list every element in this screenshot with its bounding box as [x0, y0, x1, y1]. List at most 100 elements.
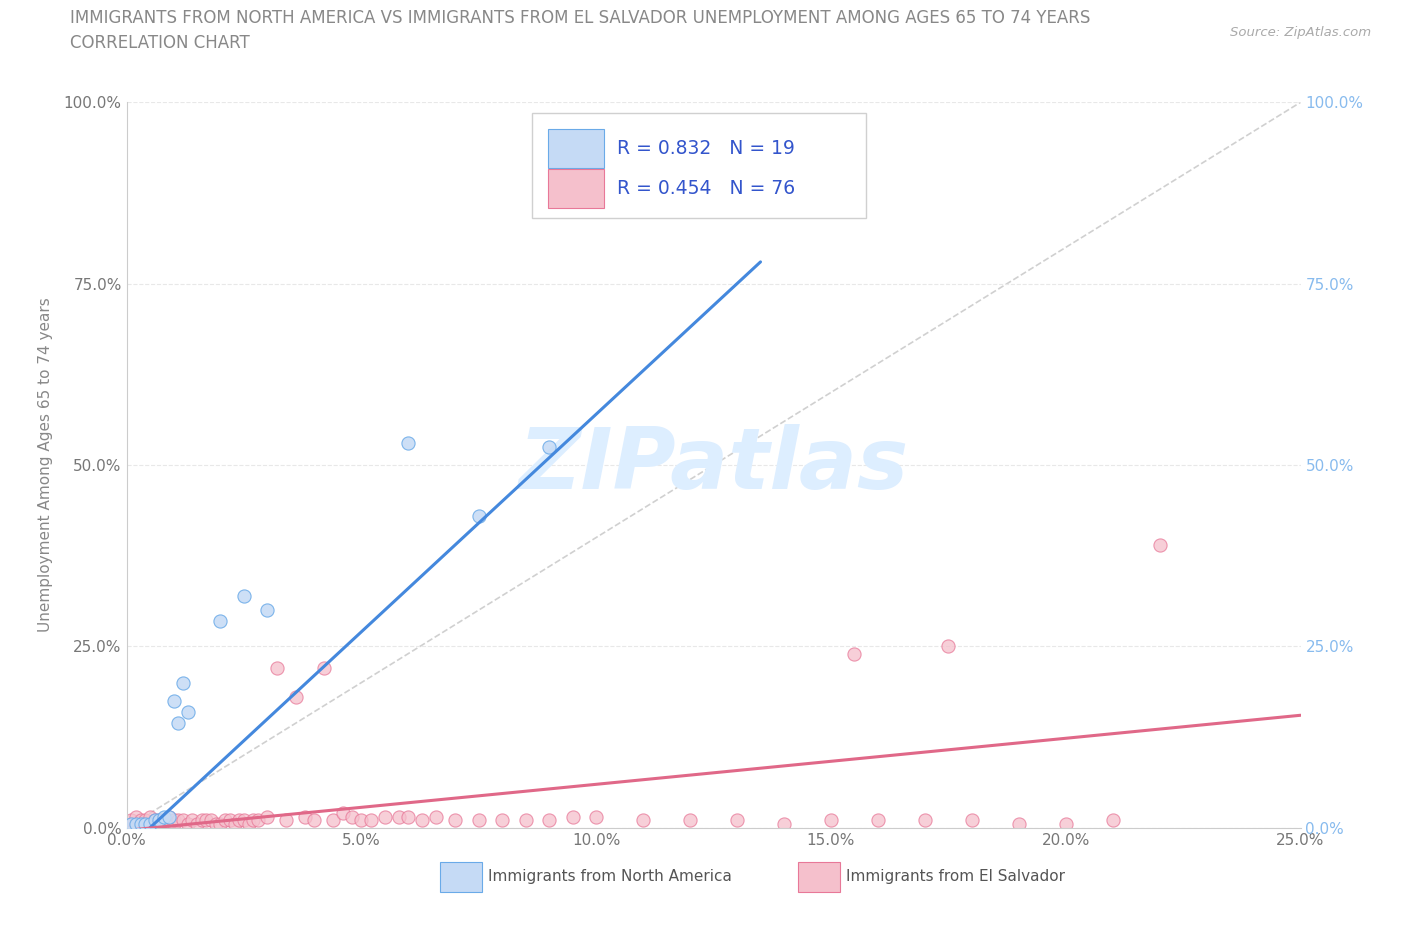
Point: [960, 813, 983, 828]
Point: [233, 588, 256, 603]
Point: [256, 809, 278, 824]
Point: [181, 813, 204, 828]
Point: [340, 809, 363, 824]
Point: [209, 817, 232, 831]
Point: [242, 813, 264, 828]
FancyBboxPatch shape: [440, 862, 482, 892]
Text: CORRELATION CHART: CORRELATION CHART: [70, 34, 250, 52]
Point: [176, 817, 198, 831]
Point: [312, 660, 335, 675]
Point: [143, 817, 166, 831]
Point: [585, 809, 607, 824]
Point: [139, 817, 162, 831]
Point: [129, 817, 152, 831]
Point: [162, 817, 184, 831]
Point: [914, 813, 936, 828]
Point: [190, 813, 212, 828]
Point: [143, 813, 166, 828]
Point: [725, 813, 748, 828]
Point: [157, 809, 180, 824]
Point: [322, 813, 344, 828]
Point: [148, 817, 170, 831]
Text: Source: ZipAtlas.com: Source: ZipAtlas.com: [1230, 26, 1371, 39]
Point: [820, 813, 842, 828]
Point: [491, 813, 513, 828]
Point: [396, 436, 419, 451]
Point: [294, 809, 316, 824]
Point: [538, 440, 561, 455]
Point: [444, 813, 467, 828]
Point: [157, 817, 180, 831]
Point: [425, 809, 447, 824]
Point: [396, 809, 419, 824]
Point: [247, 813, 270, 828]
Point: [561, 809, 583, 824]
Point: [120, 817, 142, 831]
Point: [238, 817, 260, 831]
Point: [139, 809, 162, 824]
Point: [276, 813, 298, 828]
Text: Immigrants from North America: Immigrants from North America: [488, 869, 733, 883]
Point: [360, 813, 382, 828]
Text: Immigrants from El Salvador: Immigrants from El Salvador: [846, 869, 1066, 883]
FancyBboxPatch shape: [531, 113, 866, 219]
Point: [148, 813, 170, 828]
Point: [204, 817, 226, 831]
Point: [515, 813, 537, 828]
Point: [143, 813, 166, 828]
Point: [200, 813, 222, 828]
Text: IMMIGRANTS FROM NORTH AMERICA VS IMMIGRANTS FROM EL SALVADOR UNEMPLOYMENT AMONG : IMMIGRANTS FROM NORTH AMERICA VS IMMIGRA…: [70, 9, 1091, 27]
Point: [134, 817, 156, 831]
Point: [195, 813, 218, 828]
Point: [125, 817, 148, 831]
Point: [233, 813, 256, 828]
Point: [167, 813, 190, 828]
Point: [120, 817, 142, 831]
Point: [134, 817, 156, 831]
Point: [148, 813, 170, 828]
Point: [304, 813, 326, 828]
Point: [631, 813, 654, 828]
Point: [256, 603, 278, 618]
Point: [125, 809, 148, 824]
Point: [332, 805, 354, 820]
FancyBboxPatch shape: [548, 169, 605, 208]
Point: [1054, 817, 1077, 831]
Point: [411, 813, 433, 828]
Point: [218, 813, 240, 828]
Point: [388, 809, 411, 824]
Point: [284, 690, 307, 705]
Y-axis label: Unemployment Among Ages 65 to 74 years: Unemployment Among Ages 65 to 74 years: [38, 298, 52, 632]
Point: [866, 813, 889, 828]
Point: [129, 813, 152, 828]
Point: [1101, 813, 1123, 828]
Point: [172, 675, 194, 690]
Point: [129, 817, 152, 831]
Point: [1149, 538, 1171, 552]
Point: [209, 614, 232, 629]
Text: ZIPatlas: ZIPatlas: [519, 423, 908, 507]
Point: [125, 817, 148, 831]
Point: [162, 813, 184, 828]
Point: [224, 817, 246, 831]
Point: [186, 817, 208, 831]
FancyBboxPatch shape: [799, 862, 841, 892]
Point: [374, 809, 396, 824]
Point: [679, 813, 702, 828]
FancyBboxPatch shape: [548, 129, 605, 168]
Point: [214, 813, 236, 828]
Point: [844, 646, 866, 661]
Point: [139, 817, 162, 831]
Point: [162, 694, 184, 709]
Point: [467, 813, 489, 828]
Point: [266, 660, 288, 675]
Point: [134, 813, 156, 828]
Text: R = 0.832   N = 19: R = 0.832 N = 19: [617, 140, 796, 158]
Point: [153, 809, 176, 824]
Point: [350, 813, 373, 828]
Point: [120, 813, 142, 828]
Point: [228, 813, 250, 828]
Point: [176, 704, 198, 719]
Point: [936, 639, 959, 654]
Point: [773, 817, 796, 831]
